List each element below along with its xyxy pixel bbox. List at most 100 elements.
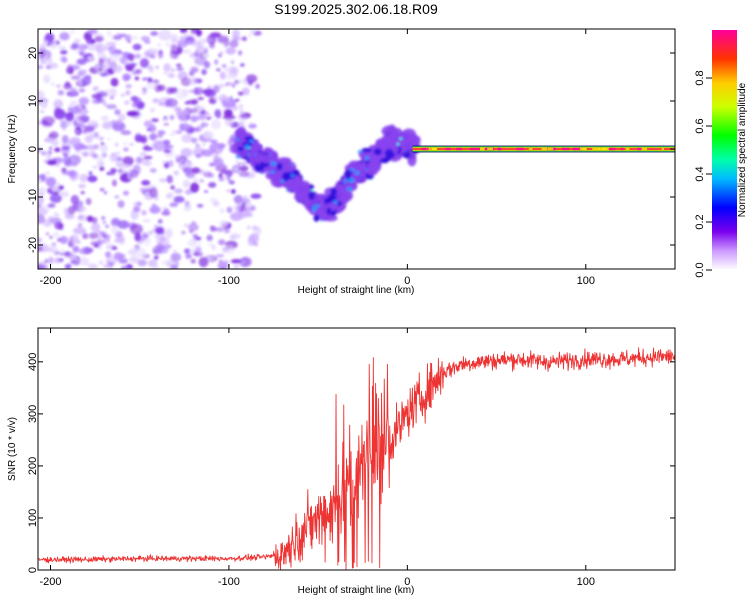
noise-blob — [103, 264, 110, 268]
transition-blob — [336, 195, 349, 203]
noise-blob — [123, 59, 129, 63]
noise-blob — [136, 201, 142, 207]
noise-blob — [225, 119, 234, 127]
transition-blob — [396, 142, 400, 146]
noise-blob — [224, 82, 229, 87]
noise-blob — [173, 196, 185, 203]
noise-blob — [63, 251, 72, 257]
noise-blob — [65, 111, 75, 122]
noise-blob — [77, 43, 88, 50]
noise-blob — [78, 115, 90, 122]
noise-blob — [210, 226, 217, 232]
noise-blob — [238, 103, 244, 111]
noise-blob — [173, 106, 182, 112]
noise-blob — [123, 190, 130, 196]
noise-blob — [218, 239, 226, 246]
noise-blob — [140, 35, 150, 42]
noise-blob — [241, 87, 250, 96]
noise-blob — [39, 42, 46, 50]
noise-blob — [60, 248, 65, 253]
noise-region — [38, 29, 262, 269]
transition-blob — [241, 141, 253, 147]
noise-blob — [170, 252, 182, 262]
noise-blob — [93, 131, 99, 137]
noise-blob — [170, 185, 175, 190]
noise-blob — [74, 38, 81, 44]
noise-blob — [83, 246, 92, 254]
noise-blob — [123, 147, 129, 152]
noise-blob — [203, 190, 209, 193]
noise-blob — [210, 119, 222, 130]
noise-blob — [49, 146, 53, 151]
noise-blob — [199, 179, 205, 183]
noise-blob — [143, 234, 149, 238]
noise-blob — [249, 232, 260, 244]
noise-blob — [98, 58, 105, 66]
noise-blob — [139, 187, 147, 192]
noise-blob — [38, 246, 43, 252]
noise-blob — [105, 224, 110, 229]
noise-blob — [40, 101, 48, 109]
noise-blob — [114, 109, 121, 115]
y-tick-label: 300 — [27, 405, 39, 423]
band-speck — [620, 147, 624, 151]
x-tick-label: 0 — [404, 275, 410, 287]
noise-blob — [114, 142, 119, 147]
noise-blob — [61, 170, 73, 176]
noise-blob — [77, 80, 83, 86]
noise-blob — [144, 40, 151, 44]
y-tick-label: 10 — [27, 95, 39, 107]
noise-blob — [153, 265, 159, 269]
noise-blob — [239, 257, 249, 268]
noise-blob — [170, 264, 178, 269]
noise-blob — [148, 134, 157, 140]
noise-blob — [181, 230, 186, 235]
noise-blob — [61, 56, 68, 63]
noise-blob — [46, 232, 49, 236]
noise-blob — [67, 154, 81, 166]
transition-blob — [245, 144, 249, 150]
noise-blob — [242, 207, 251, 215]
noise-blob — [109, 53, 121, 63]
noise-blob — [219, 208, 225, 214]
noise-blob — [239, 165, 249, 172]
noise-blob — [174, 154, 180, 159]
x-tick-label: 0 — [404, 576, 410, 588]
noise-blob — [58, 185, 64, 191]
noise-blob — [143, 155, 153, 160]
noise-blob — [218, 54, 223, 58]
noise-blob — [185, 253, 192, 260]
noise-blob — [225, 73, 232, 81]
noise-blob — [38, 90, 45, 100]
noise-blob — [87, 29, 98, 35]
noise-blob — [80, 206, 88, 213]
snr-panel: -200 -100 0 100 0 100 200 300 400 Height of str… — [7, 327, 676, 596]
noise-blob — [100, 142, 105, 145]
noise-blob — [183, 248, 191, 254]
noise-blob — [120, 93, 126, 97]
band-speck — [497, 147, 502, 151]
noise-blob — [239, 79, 243, 84]
band-speck — [541, 147, 548, 151]
noise-blob — [204, 89, 217, 98]
noise-blob — [127, 53, 135, 62]
noise-blob — [38, 192, 45, 196]
noise-blob — [38, 263, 45, 269]
snr-frame — [37, 327, 676, 571]
noise-blob — [49, 235, 53, 240]
noise-blob — [163, 63, 171, 72]
noise-blob — [234, 79, 240, 85]
noise-blob — [234, 98, 240, 102]
noise-blob — [147, 259, 158, 268]
colorbar-tick-label: 0.4 — [694, 166, 706, 181]
noise-blob — [116, 32, 120, 37]
x-tick-label: -200 — [39, 576, 61, 588]
snr-x-axis: -200 -100 0 100 — [39, 328, 595, 588]
band-speck — [445, 147, 451, 151]
band-speck — [561, 147, 570, 151]
noise-blob — [180, 161, 186, 165]
noise-blob — [189, 108, 198, 114]
noise-blob — [149, 168, 157, 173]
noise-blob — [38, 204, 42, 208]
noise-blob — [230, 189, 236, 194]
